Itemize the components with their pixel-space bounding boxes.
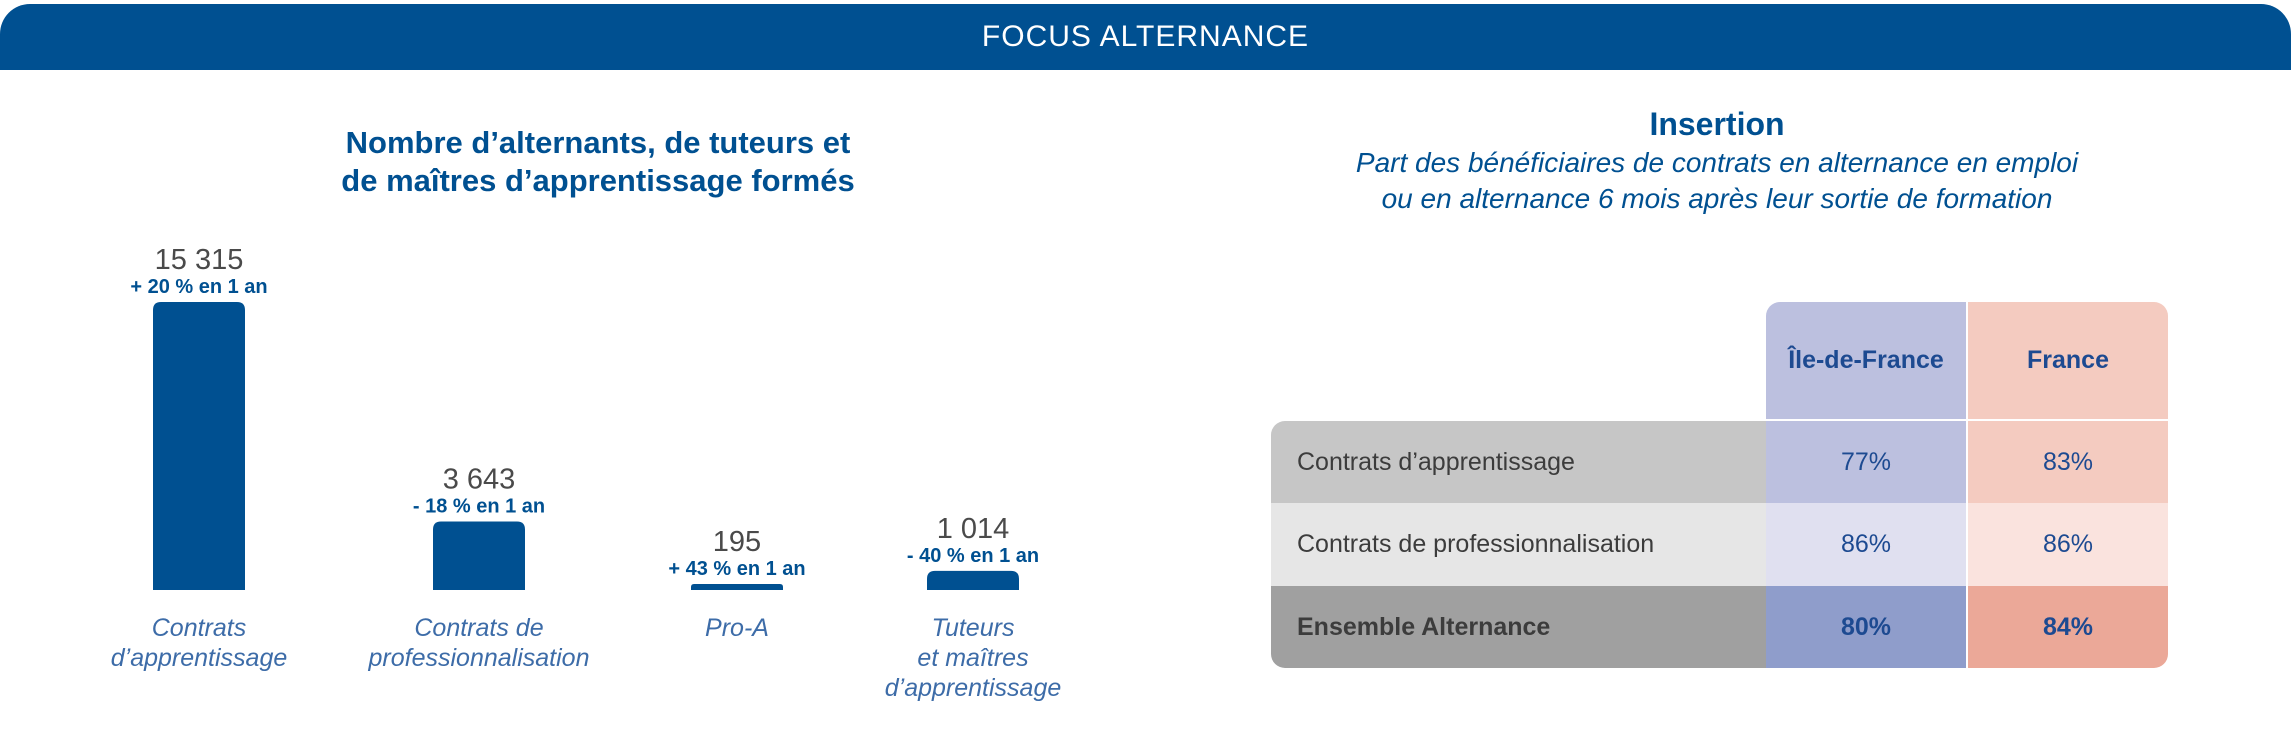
chart-title-line1: Nombre d’alternants, de tuteurs et [345,125,851,160]
value-idf-professionnalisation: 86% [1766,503,1966,586]
value-france-apprentissage: 83% [1968,421,2168,503]
category-label-2-0: Pro-A [705,614,769,642]
insertion-subtitle-line1: Part des bénéficiaires de contrats en al… [1355,147,2079,178]
banner-title: FOCUS ALTERNANCE [981,20,1310,53]
insertion-subtitle: Part des bénéficiaires de contrats en al… [1212,145,2222,217]
bar-3 [927,570,1019,590]
category-label-1-1: professionnalisation [368,644,590,672]
insertion-title: Insertion [1649,106,1785,142]
bar-1 [433,521,525,590]
bar-change-label-2: + 43 % en 1 an [668,558,805,580]
bar-2 [691,584,783,590]
chart-title: Nombre d’alternants, de tuteurs et de ma… [230,124,966,200]
insertion-subtitle-line2: ou en alternance 6 mois après leur sorti… [1381,183,2053,214]
category-label-3-1: et maîtres [917,644,1028,672]
category-label-3-2: d’apprentissage [885,674,1062,702]
row-label-apprentissage: Contrats d’apprentissage [1271,421,1766,503]
header-ile-de-france: Île-de-France [1766,302,1966,419]
category-label-1-0: Contrats de [414,614,543,642]
focus-banner: FOCUS ALTERNANCE [0,4,2291,70]
bar-change-label-3: - 40 % en 1 an [907,545,1039,567]
value-idf-ensemble: 80% [1766,586,1966,668]
bar-change-label-0: + 20 % en 1 an [130,276,267,298]
bar-value-label-2: 195 [713,526,761,558]
category-label-0-0: Contrats [152,614,246,642]
row-label-ensemble: Ensemble Alternance [1271,586,1766,668]
bar-value-label-3: 1 014 [937,513,1010,545]
bar-chart: 15 315+ 20 % en 1 anContratsd’apprentiss… [111,244,1062,702]
category-label-0-1: d’apprentissage [111,644,288,672]
category-label-3-0: Tuteurs [932,614,1015,642]
value-france-ensemble: 84% [1968,586,2168,668]
value-idf-apprentissage: 77% [1766,421,1966,503]
value-france-professionnalisation: 86% [1968,503,2168,586]
insertion-table: Île-de-France France Contrats d’apprenti… [1271,302,2168,668]
bar-0 [153,302,245,590]
header-france: France [1968,302,2168,419]
bar-value-label-0: 15 315 [155,244,244,276]
bar-value-label-1: 3 643 [443,463,516,495]
chart-title-line2: de maîtres d’apprentissage formés [341,163,855,198]
bar-change-label-1: - 18 % en 1 an [413,495,545,517]
row-label-professionnalisation: Contrats de professionnalisation [1271,503,1766,586]
